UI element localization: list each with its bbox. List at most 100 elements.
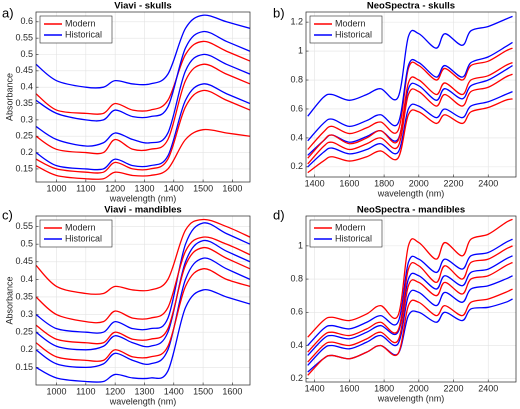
legend-box [309, 15, 383, 44]
y-tick-label: 0.15 [15, 362, 33, 372]
y-tick-label: 0.3 [20, 309, 33, 319]
y-tick-label: 1 [298, 240, 303, 250]
chart-title: Viavi - mandibles [104, 205, 181, 216]
spectrum-line [36, 63, 250, 155]
x-tick-label: 1400 [164, 183, 184, 193]
x-tick-label: 2200 [444, 178, 464, 188]
x-tick-label: 1500 [193, 386, 213, 396]
x-tick-label: 1200 [105, 386, 125, 396]
spectrum-line [36, 268, 250, 362]
chart-title: NeoSpectra - skulls [367, 1, 455, 12]
y-tick-label: 0.25 [15, 131, 33, 141]
spectrum-line [307, 62, 513, 159]
axes-box [35, 11, 251, 183]
x-tick-label: 1000 [47, 386, 67, 396]
spectrum-line [307, 91, 513, 168]
x-tick-label: 1800 [374, 178, 394, 188]
x-axis-label: wavelength (nm) [109, 396, 177, 406]
x-tick-label: 1000 [47, 183, 67, 193]
lines [36, 14, 250, 181]
spectrum-line [36, 53, 250, 147]
x-tick-label: 1600 [339, 178, 359, 188]
legend-label: Modern [335, 18, 366, 28]
spectrum-line [307, 275, 513, 366]
spectrum-line [36, 40, 250, 115]
y-tick-label: 0.45 [15, 65, 33, 75]
x-tick-label: 2000 [409, 383, 429, 393]
y-tick-label: 0.4 [20, 82, 33, 92]
x-axis-label: wavelength (nm) [377, 188, 445, 198]
legend-label: Modern [65, 18, 96, 28]
spectrum-line [36, 236, 250, 324]
legend-label: Modern [65, 222, 96, 232]
y-tick-label: 0.6 [290, 307, 303, 317]
spectrum-line [307, 261, 513, 363]
x-tick-label: 1400 [305, 383, 325, 393]
x-tick-label: 1100 [76, 386, 95, 396]
spectrum-line [307, 218, 513, 338]
axes-box [305, 215, 517, 383]
x-tick-label: 1300 [134, 183, 154, 193]
panel-label: b) [273, 5, 285, 20]
legend-label: Historical [65, 29, 102, 39]
y-tick-label: 0.6 [290, 103, 303, 113]
y-tick-label: 1.2 [290, 17, 303, 27]
x-tick-label: 2400 [478, 178, 498, 188]
spectrum-line [307, 238, 513, 346]
legend-label: Historical [335, 233, 372, 243]
legend-box [309, 219, 383, 248]
y-tick-label: 0.4 [290, 340, 303, 350]
x-tick-label: 1600 [339, 383, 359, 393]
y-tick-label: 1 [298, 45, 303, 55]
x-tick-label: 1800 [374, 383, 394, 393]
y-tick-label: 0.25 [15, 327, 33, 337]
chart-title: Viavi - skulls [114, 1, 171, 12]
spectrum-line [307, 41, 513, 142]
lines [307, 15, 513, 174]
spectrum-line [307, 47, 513, 150]
x-tick-label: 1600 [222, 386, 242, 396]
spectrum-line [36, 218, 250, 295]
spectrum-line [36, 30, 250, 122]
panel-label: d) [273, 207, 285, 222]
spectrum-line [36, 89, 250, 174]
legend-label: Historical [335, 29, 372, 39]
y-tick-label: 0.55 [15, 221, 33, 231]
spectrum-line [307, 255, 513, 356]
y-axis-label: Absorbance [4, 276, 14, 324]
x-tick-label: 1300 [134, 386, 154, 396]
x-tick-label: 2000 [409, 178, 429, 188]
x-tick-label: 1400 [164, 386, 184, 396]
panel-label: a) [2, 5, 14, 20]
y-tick-label: 0.55 [15, 33, 33, 43]
legend-label: Modern [335, 222, 366, 232]
x-axis-label: wavelength (nm) [377, 393, 445, 403]
spectrum-line [36, 288, 250, 383]
y-tick-label: 0.6 [20, 16, 33, 26]
x-tick-label: 1100 [76, 183, 95, 193]
spectrum-line [36, 83, 250, 171]
y-tick-label: 0.15 [15, 163, 33, 173]
spectrum-line [307, 288, 513, 376]
spectrum-line [36, 239, 250, 351]
lines [307, 218, 513, 376]
x-axis-label: wavelength (nm) [109, 193, 177, 203]
y-tick-label: 0.2 [20, 147, 33, 157]
y-tick-label: 0.8 [290, 273, 303, 283]
y-tick-label: 0.2 [20, 344, 33, 354]
y-tick-label: 0.35 [15, 291, 33, 301]
y-tick-label: 0.2 [290, 161, 303, 171]
x-tick-label: 2400 [478, 383, 498, 393]
spectrum-line [307, 15, 513, 117]
y-tick-label: 0.3 [20, 114, 33, 124]
axes-box [35, 215, 251, 386]
y-tick-label: 0.8 [290, 74, 303, 84]
axes-box [305, 11, 517, 178]
y-tick-label: 0.45 [15, 256, 33, 266]
x-tick-label: 1200 [105, 183, 125, 193]
y-axis-label: Absorbance [4, 73, 14, 121]
panel-label: c) [2, 207, 13, 222]
legend-label: Historical [65, 233, 102, 243]
